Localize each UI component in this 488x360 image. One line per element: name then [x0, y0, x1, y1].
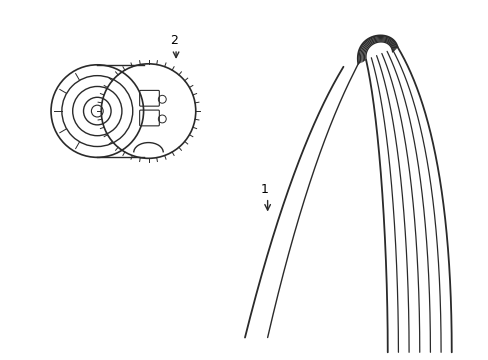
Text: 1: 1 [260, 183, 268, 196]
Text: 2: 2 [170, 34, 178, 47]
